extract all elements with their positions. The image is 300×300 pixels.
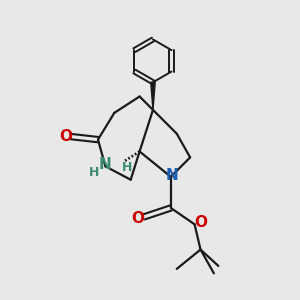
Text: N: N bbox=[99, 158, 112, 172]
Text: O: O bbox=[59, 128, 72, 143]
Text: O: O bbox=[132, 211, 145, 226]
Text: H: H bbox=[89, 167, 99, 179]
Text: N: N bbox=[166, 168, 179, 183]
Text: O: O bbox=[195, 215, 208, 230]
Text: H: H bbox=[122, 161, 132, 174]
Polygon shape bbox=[151, 82, 155, 110]
